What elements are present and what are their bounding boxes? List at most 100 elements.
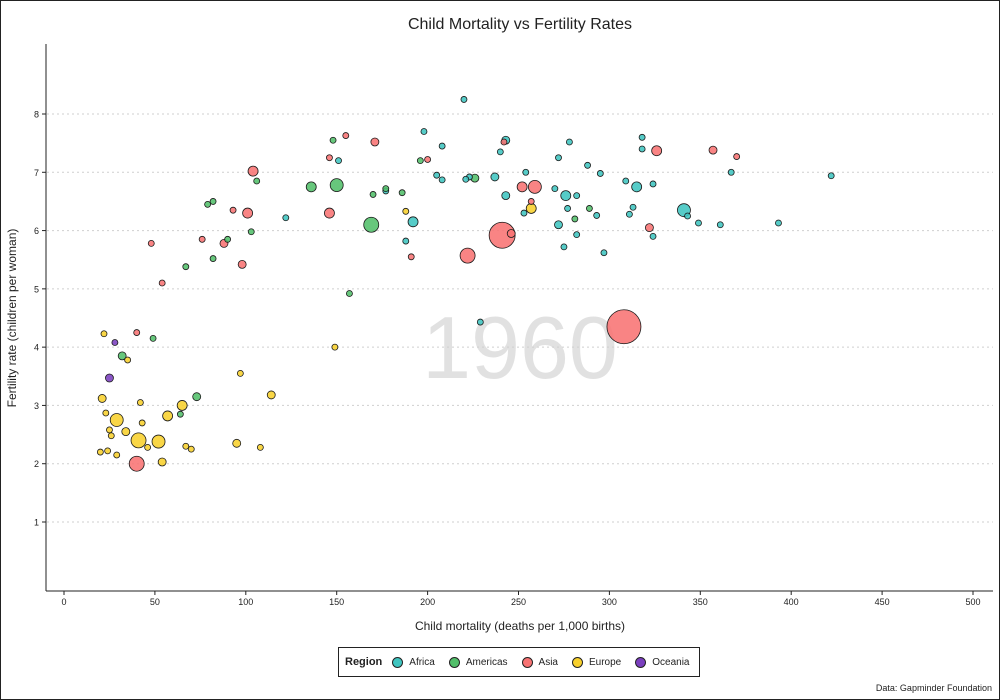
point-africa <box>460 96 468 103</box>
legend-swatch-americas <box>448 656 460 668</box>
data-points <box>96 96 835 472</box>
x-tick-label-150: 150 <box>329 597 344 607</box>
point-americas <box>224 235 232 243</box>
legend-swatch-africa <box>392 656 404 668</box>
point-africa <box>496 148 504 156</box>
x-tick-label-400: 400 <box>784 597 799 607</box>
legend-label-africa: Africa <box>409 656 435 668</box>
point-europe <box>176 400 188 411</box>
y-tick-label-2: 2 <box>34 459 39 469</box>
point-europe <box>236 369 244 377</box>
point-africa <box>629 203 637 211</box>
point-europe <box>187 445 195 453</box>
y-tick-label-5: 5 <box>34 284 39 294</box>
point-europe <box>402 207 410 215</box>
point-asia <box>424 156 432 163</box>
point-americas <box>416 157 424 165</box>
point-europe <box>106 426 113 434</box>
point-africa <box>573 231 581 239</box>
point-europe <box>232 438 242 448</box>
point-americas <box>192 392 202 402</box>
point-americas <box>209 255 217 262</box>
point-asia <box>247 165 259 177</box>
y-tick-label-4: 4 <box>34 343 39 353</box>
point-europe <box>525 203 537 214</box>
point-europe <box>144 443 152 451</box>
point-europe <box>138 419 146 427</box>
point-europe <box>157 457 167 467</box>
point-americas <box>182 263 190 271</box>
point-asia <box>506 229 516 238</box>
point-africa <box>596 170 604 177</box>
point-africa <box>600 249 608 257</box>
point-europe <box>121 427 131 437</box>
point-africa <box>593 212 601 219</box>
x-tick-label-100: 100 <box>238 597 253 607</box>
point-africa <box>560 243 568 251</box>
point-africa <box>638 145 646 153</box>
point-europe <box>151 434 166 449</box>
point-asia <box>644 223 654 233</box>
legend-swatch-europe <box>571 656 583 668</box>
point-oceania <box>111 339 119 346</box>
point-asia <box>500 138 508 146</box>
point-africa <box>631 181 643 193</box>
point-europe <box>136 399 144 406</box>
point-asia <box>606 309 642 345</box>
point-africa <box>649 232 657 240</box>
legend-label-europe: Europe <box>588 656 622 668</box>
point-europe <box>100 330 108 338</box>
point-africa <box>438 176 446 184</box>
point-africa <box>501 191 511 201</box>
legend: Region Africa Americas Asia Europe Ocean… <box>338 647 700 677</box>
point-americas <box>247 228 255 236</box>
legend-swatch-asia <box>521 656 533 668</box>
point-asia <box>128 455 145 472</box>
x-tick-label-250: 250 <box>511 597 526 607</box>
point-asia <box>229 206 237 214</box>
point-europe <box>266 390 276 400</box>
point-oceania <box>105 373 114 383</box>
point-europe <box>182 442 190 450</box>
point-africa <box>638 133 646 141</box>
point-americas <box>204 200 212 208</box>
point-africa <box>433 171 441 179</box>
source-note: Data: Gapminder Foundation <box>875 683 992 693</box>
point-americas <box>586 205 593 212</box>
point-africa <box>522 168 530 176</box>
point-africa <box>282 214 290 222</box>
point-asia <box>459 247 476 264</box>
point-europe <box>104 447 112 455</box>
point-americas <box>176 410 184 418</box>
point-europe <box>97 394 107 403</box>
point-americas <box>117 351 127 361</box>
point-africa <box>649 180 657 188</box>
point-asia <box>370 137 380 147</box>
point-africa <box>564 205 571 212</box>
point-asia <box>242 207 254 219</box>
point-asia <box>133 329 141 336</box>
point-americas <box>363 216 380 233</box>
chart-title: Child Mortality vs Fertility Rates <box>408 16 632 33</box>
point-europe <box>96 448 104 456</box>
point-americas <box>329 178 344 193</box>
legend-label-oceania: Oceania <box>652 656 690 668</box>
point-europe <box>331 343 339 351</box>
point-asia <box>237 259 247 269</box>
point-africa <box>584 161 591 169</box>
point-americas <box>329 136 337 144</box>
point-africa <box>625 210 633 218</box>
point-asia <box>527 198 535 205</box>
point-americas <box>305 181 317 193</box>
x-tick-label-200: 200 <box>420 597 435 607</box>
point-africa <box>573 192 581 200</box>
point-europe <box>109 413 124 427</box>
point-americas <box>382 185 390 193</box>
point-africa <box>520 209 528 217</box>
point-asia <box>708 145 718 155</box>
x-axis-label: Child mortality (deaths per 1,000 births… <box>415 619 625 633</box>
point-africa <box>566 138 573 146</box>
point-africa <box>827 172 835 180</box>
x-tick-label-350: 350 <box>693 597 708 607</box>
point-americas <box>398 189 406 197</box>
